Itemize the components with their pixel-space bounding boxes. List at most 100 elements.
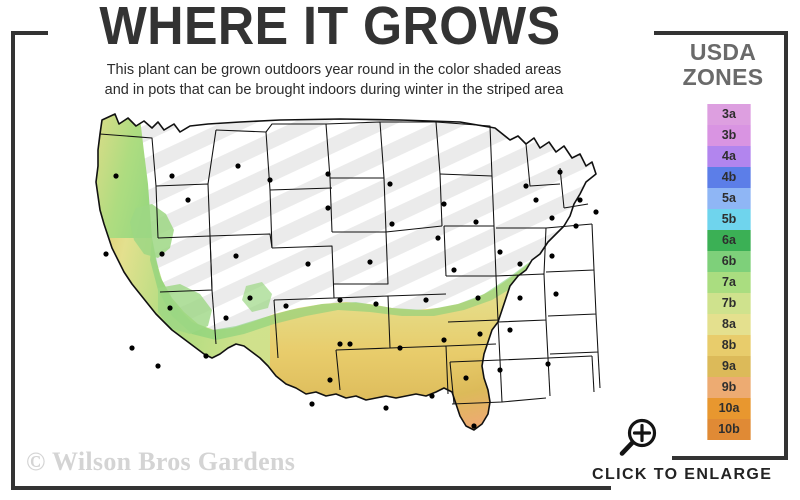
city-dot	[593, 209, 599, 215]
legend-zone-3b[interactable]: 3b	[707, 125, 751, 146]
city-dot	[517, 261, 523, 267]
legend-zone-6b[interactable]: 6b	[707, 251, 751, 272]
city-dot	[497, 249, 503, 255]
legend-zone-9b[interactable]: 9b	[707, 377, 751, 398]
city-dot	[159, 251, 165, 257]
frame-right-edge	[784, 31, 788, 460]
city-dot	[463, 375, 469, 381]
city-dot	[283, 303, 289, 309]
frame-bottom-edge	[11, 486, 611, 490]
city-dot	[429, 393, 435, 399]
city-dot	[471, 423, 477, 429]
city-dot	[573, 223, 579, 229]
city-dot	[337, 297, 343, 303]
city-dot	[309, 401, 315, 407]
national-outline	[95, 113, 597, 431]
state-boundaries	[99, 121, 601, 405]
city-dot	[397, 345, 403, 351]
city-dot	[507, 327, 513, 333]
city-dot	[387, 181, 393, 187]
legend-zone-10b[interactable]: 10b	[707, 419, 751, 440]
subtitle-line-1: This plant can be grown outdoors year ro…	[106, 62, 562, 78]
legend-heading-line-1: USDA	[689, 39, 757, 65]
city-dot	[347, 341, 353, 347]
legend-zone-4b[interactable]: 4b	[707, 167, 751, 188]
city-dot	[435, 235, 441, 241]
city-dot	[473, 219, 479, 225]
city-dot	[517, 295, 523, 301]
legend-heading: USDA ZONES	[663, 40, 783, 90]
usda-zone-legend[interactable]: 3a 3b 4a 4b 5a 5b 6a 6b 7a 7b 8a 8b 9a 9b 10a 10b	[707, 104, 751, 440]
click-to-enlarge-label[interactable]: CLICK TO ENLARGE	[592, 466, 773, 483]
city-dot	[223, 315, 229, 321]
city-dot	[441, 337, 447, 343]
legend-zone-6a[interactable]: 6a	[707, 230, 751, 251]
legend-zone-3a[interactable]: 3a	[707, 104, 751, 125]
frame-top-left-stub	[11, 31, 48, 35]
frame-left-edge	[11, 31, 15, 490]
city-dot	[103, 251, 109, 257]
city-dot	[553, 291, 559, 297]
map-fill-layer	[96, 114, 596, 430]
rockies-green	[242, 282, 272, 312]
magnifier-plus-icon[interactable]	[616, 418, 658, 458]
legend-zone-7a[interactable]: 7a	[707, 272, 751, 293]
map-svg[interactable]	[40, 108, 660, 458]
striped-cold-region	[140, 118, 596, 330]
city-dot	[185, 197, 191, 203]
city-dot	[477, 331, 483, 337]
legend-zone-8b[interactable]: 8b	[707, 335, 751, 356]
city-dot	[325, 171, 331, 177]
city-dot	[497, 367, 503, 373]
page-subtitle: This plant can be grown outdoors year ro…	[24, 60, 644, 100]
city-dot	[337, 341, 343, 347]
city-dots	[103, 163, 599, 429]
subtitle-line-2: and in pots that can be brought indoors …	[104, 82, 564, 98]
city-dot	[533, 197, 539, 203]
mountain-west-green	[130, 204, 174, 258]
city-dot	[475, 295, 481, 301]
watermark-credit: © Wilson Bros Gardens	[26, 447, 296, 476]
city-dot	[383, 405, 389, 411]
city-dot	[523, 183, 529, 189]
legend-zone-8a[interactable]: 8a	[707, 314, 751, 335]
city-dot	[325, 205, 331, 211]
city-dot	[549, 215, 555, 221]
city-dot	[113, 173, 119, 179]
frame-top-right-stub	[654, 31, 788, 35]
city-dot	[167, 305, 173, 311]
city-dot	[247, 295, 253, 301]
legend-zone-5b[interactable]: 5b	[707, 209, 751, 230]
city-dot	[451, 267, 457, 273]
city-dot	[169, 173, 175, 179]
city-dot	[233, 253, 239, 259]
city-dot	[545, 361, 551, 367]
legend-heading-line-2: ZONES	[682, 64, 764, 90]
legend-zone-5a[interactable]: 5a	[707, 188, 751, 209]
usda-zone-map[interactable]	[40, 108, 660, 458]
city-dot	[155, 363, 161, 369]
zone-transition-band	[150, 172, 596, 340]
city-dot	[549, 253, 555, 259]
legend-zone-7b[interactable]: 7b	[707, 293, 751, 314]
legend-zone-4a[interactable]: 4a	[707, 146, 751, 167]
city-dot	[423, 297, 429, 303]
city-dot	[577, 197, 583, 203]
city-dot	[267, 177, 273, 183]
sierra-green	[158, 284, 212, 334]
city-dot	[203, 353, 209, 359]
page-title: WHERE IT GROWS	[99, 0, 561, 56]
city-dot	[557, 169, 563, 175]
city-dot	[389, 221, 395, 227]
city-dot	[327, 377, 333, 383]
city-dot	[235, 163, 241, 169]
city-dot	[441, 201, 447, 207]
city-dot	[373, 301, 379, 307]
frame-bottom-right-stub	[672, 456, 788, 460]
legend-zone-9a[interactable]: 9a	[707, 356, 751, 377]
city-dot	[129, 345, 135, 351]
city-dot	[305, 261, 311, 267]
legend-zone-10a[interactable]: 10a	[707, 398, 751, 419]
city-dot	[367, 259, 373, 265]
